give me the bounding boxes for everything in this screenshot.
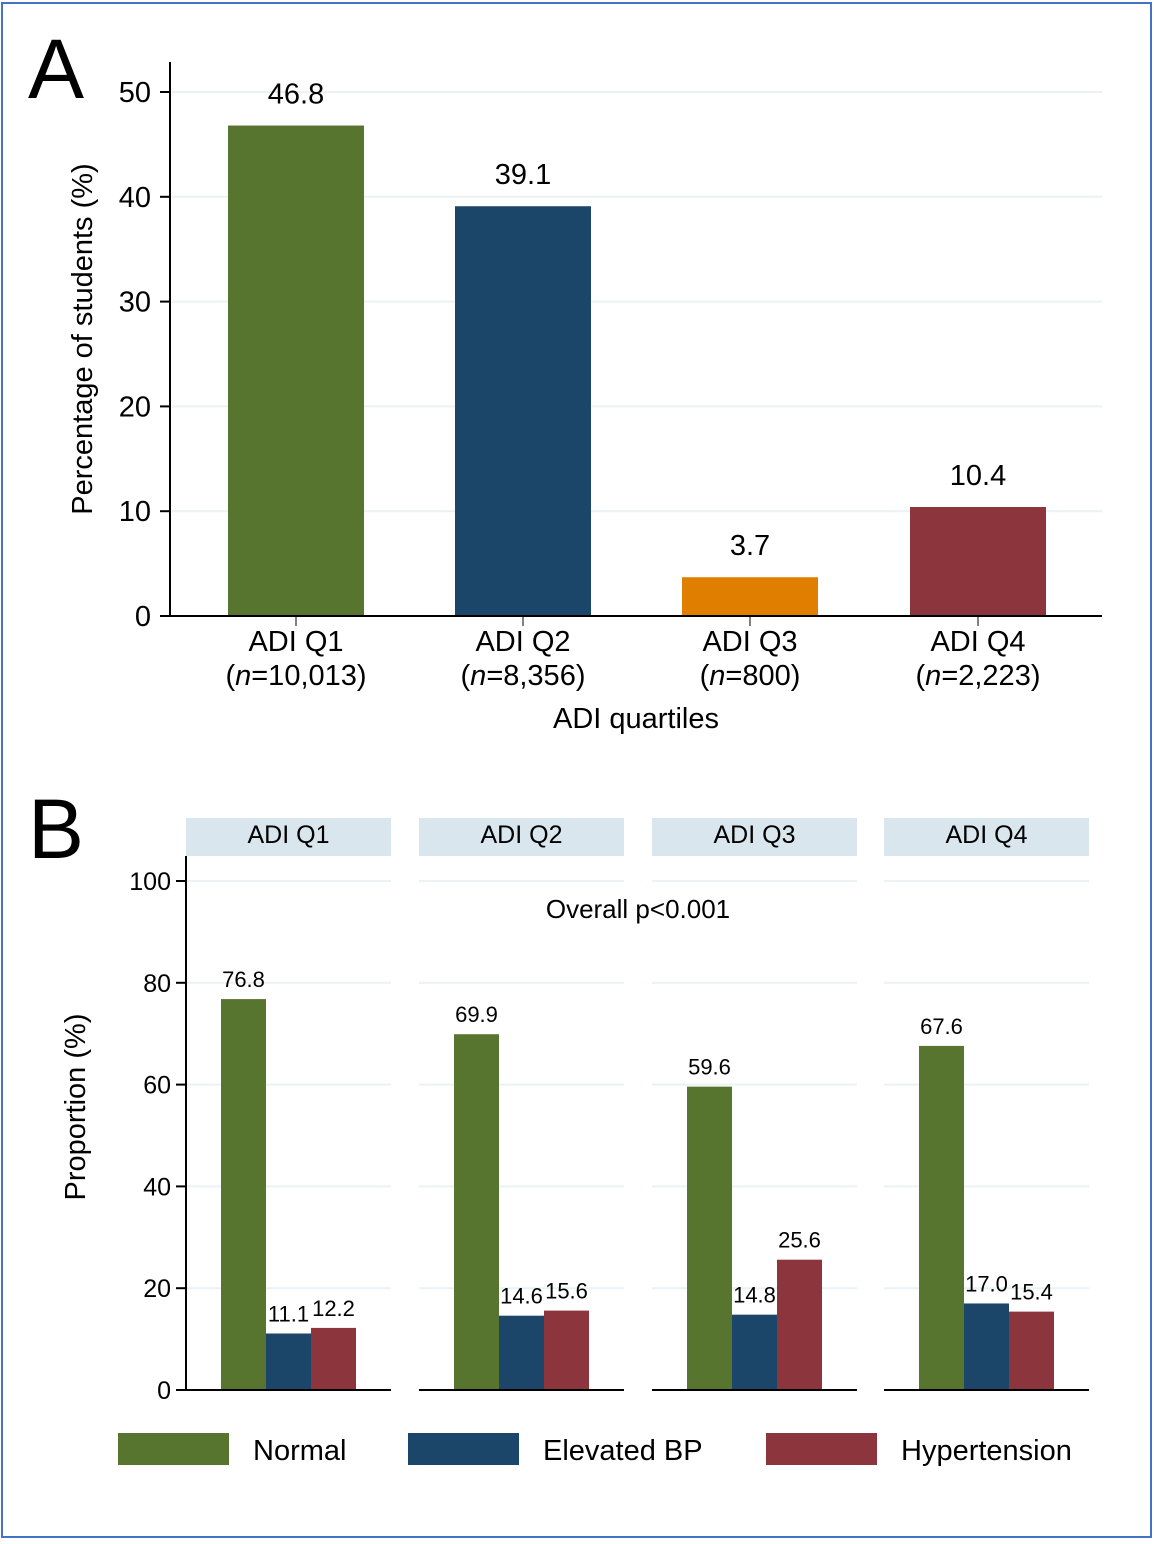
bar-normal xyxy=(687,1086,732,1390)
bar-elevated-bp xyxy=(964,1303,1009,1390)
value-label: 67.6 xyxy=(920,1014,963,1039)
panel-a-value-labels: 46.8 39.1 3.7 10.4 xyxy=(268,79,1006,563)
legend-swatch-elevated-bp xyxy=(408,1433,519,1465)
x-tick-label: ADI Q4 xyxy=(930,626,1025,658)
legend-swatch-normal xyxy=(118,1433,229,1465)
panel-a-y-axis-title: Percentage of students (%) xyxy=(67,163,99,514)
value-label: 15.4 xyxy=(1010,1280,1053,1305)
value-label: 59.6 xyxy=(688,1055,731,1080)
panel-b: B ADI Q1 ADI Q2 ADI Q3 ADI Q4 76.8 69.9 59.6 6… xyxy=(28,782,1089,1467)
value-label: 11.1 xyxy=(268,1302,309,1327)
panel-b-letter: B xyxy=(28,782,84,876)
bar-hypertension xyxy=(544,1310,589,1390)
y-tick-label: 20 xyxy=(143,1275,171,1303)
y-tick-label: 10 xyxy=(119,496,151,528)
x-tick-label: ADI Q3 xyxy=(702,626,797,658)
x-tick-sample-size: (n=2,223) xyxy=(916,660,1041,692)
panel-a-x-axis-title: ADI quartiles xyxy=(553,703,719,735)
facet-label: ADI Q3 xyxy=(714,821,796,849)
value-label: 39.1 xyxy=(495,159,551,191)
y-tick-label: 60 xyxy=(143,1072,171,1100)
bar-hypertension xyxy=(311,1327,356,1390)
y-tick-label: 80 xyxy=(143,970,171,998)
x-tick-label: ADI Q2 xyxy=(475,626,570,658)
x-tick-sample-size: (n=800) xyxy=(700,660,801,692)
panel-b-annotation: Overall p<0.001 xyxy=(546,894,730,924)
y-tick-label: 50 xyxy=(119,77,151,109)
facet-label: ADI Q1 xyxy=(248,821,330,849)
facet-strip xyxy=(884,818,1089,856)
value-label: 3.7 xyxy=(730,530,770,562)
value-label: 14.6 xyxy=(500,1284,543,1309)
panel-b-y-ticks: 0 20 40 60 80 100 xyxy=(129,868,186,1405)
x-tick-sample-size: (n=8,356) xyxy=(461,660,586,692)
value-label: 76.8 xyxy=(222,967,265,992)
facet-strip xyxy=(652,818,857,856)
y-tick-label: 0 xyxy=(157,1377,171,1405)
legend-label: Elevated BP xyxy=(543,1435,703,1467)
bar-hypertension xyxy=(1009,1311,1054,1390)
facet-strip xyxy=(419,818,624,856)
legend-label: Hypertension xyxy=(901,1435,1072,1467)
panel-a-y-ticks: 0 10 20 30 40 50 xyxy=(119,77,170,633)
facet-strip xyxy=(186,818,391,856)
value-label: 10.4 xyxy=(950,460,1006,492)
value-label: 14.8 xyxy=(733,1283,776,1308)
bar-normal xyxy=(919,1045,964,1390)
legend-swatch-hypertension xyxy=(766,1433,877,1465)
value-label: 46.8 xyxy=(268,79,324,111)
panel-b-y-axis-title: Proportion (%) xyxy=(60,1014,92,1201)
value-label: 15.6 xyxy=(545,1279,588,1304)
panel-a-x-ticks: ADI Q1(n=10,013)ADI Q2(n=8,356)ADI Q3(n=… xyxy=(225,616,1040,692)
panel-b-facet-strips: ADI Q1 ADI Q2 ADI Q3 ADI Q4 xyxy=(186,818,1089,856)
bar-elevated-bp xyxy=(266,1333,311,1390)
y-tick-label: 100 xyxy=(129,868,171,896)
panel-a-letter: A xyxy=(28,22,84,116)
value-label: 25.6 xyxy=(778,1228,821,1253)
value-label: 12.2 xyxy=(312,1296,355,1321)
panel-b-bars xyxy=(221,999,1054,1390)
panel-b-grid xyxy=(186,880,1089,1290)
panel-a-bars xyxy=(228,125,1046,616)
facet-label: ADI Q4 xyxy=(946,821,1028,849)
y-tick-label: 30 xyxy=(119,287,151,319)
bar-adi-q1 xyxy=(228,125,364,616)
bar-adi-q3 xyxy=(682,577,818,616)
x-tick-sample-size: (n=10,013) xyxy=(225,660,366,692)
x-tick-label: ADI Q1 xyxy=(248,626,343,658)
bar-elevated-bp xyxy=(499,1315,544,1390)
bar-adi-q4 xyxy=(910,507,1046,616)
bar-elevated-bp xyxy=(732,1314,777,1390)
value-label: 17.0 xyxy=(965,1271,1008,1296)
panel-b-legend: Normal Elevated BP Hypertension xyxy=(118,1433,1072,1467)
facet-label: ADI Q2 xyxy=(481,821,563,849)
y-tick-label: 20 xyxy=(119,391,151,423)
bar-adi-q2 xyxy=(455,206,591,616)
panel-b-value-labels: 76.8 69.9 59.6 67.6 11.1 14.6 14.8 17.0 12.2 15.6… xyxy=(222,967,1053,1326)
y-tick-label: 40 xyxy=(119,182,151,214)
legend-label: Normal xyxy=(253,1435,346,1467)
bar-normal xyxy=(221,999,266,1390)
panel-a: A 46.8 39.1 3.7 10.4 0 10 20 30 40 50 ADI Q1(n=1… xyxy=(28,22,1102,735)
y-tick-label: 40 xyxy=(143,1173,171,1201)
y-tick-label: 0 xyxy=(135,601,151,633)
bar-normal xyxy=(454,1034,499,1390)
bar-hypertension xyxy=(777,1259,822,1390)
value-label: 69.9 xyxy=(455,1002,498,1027)
